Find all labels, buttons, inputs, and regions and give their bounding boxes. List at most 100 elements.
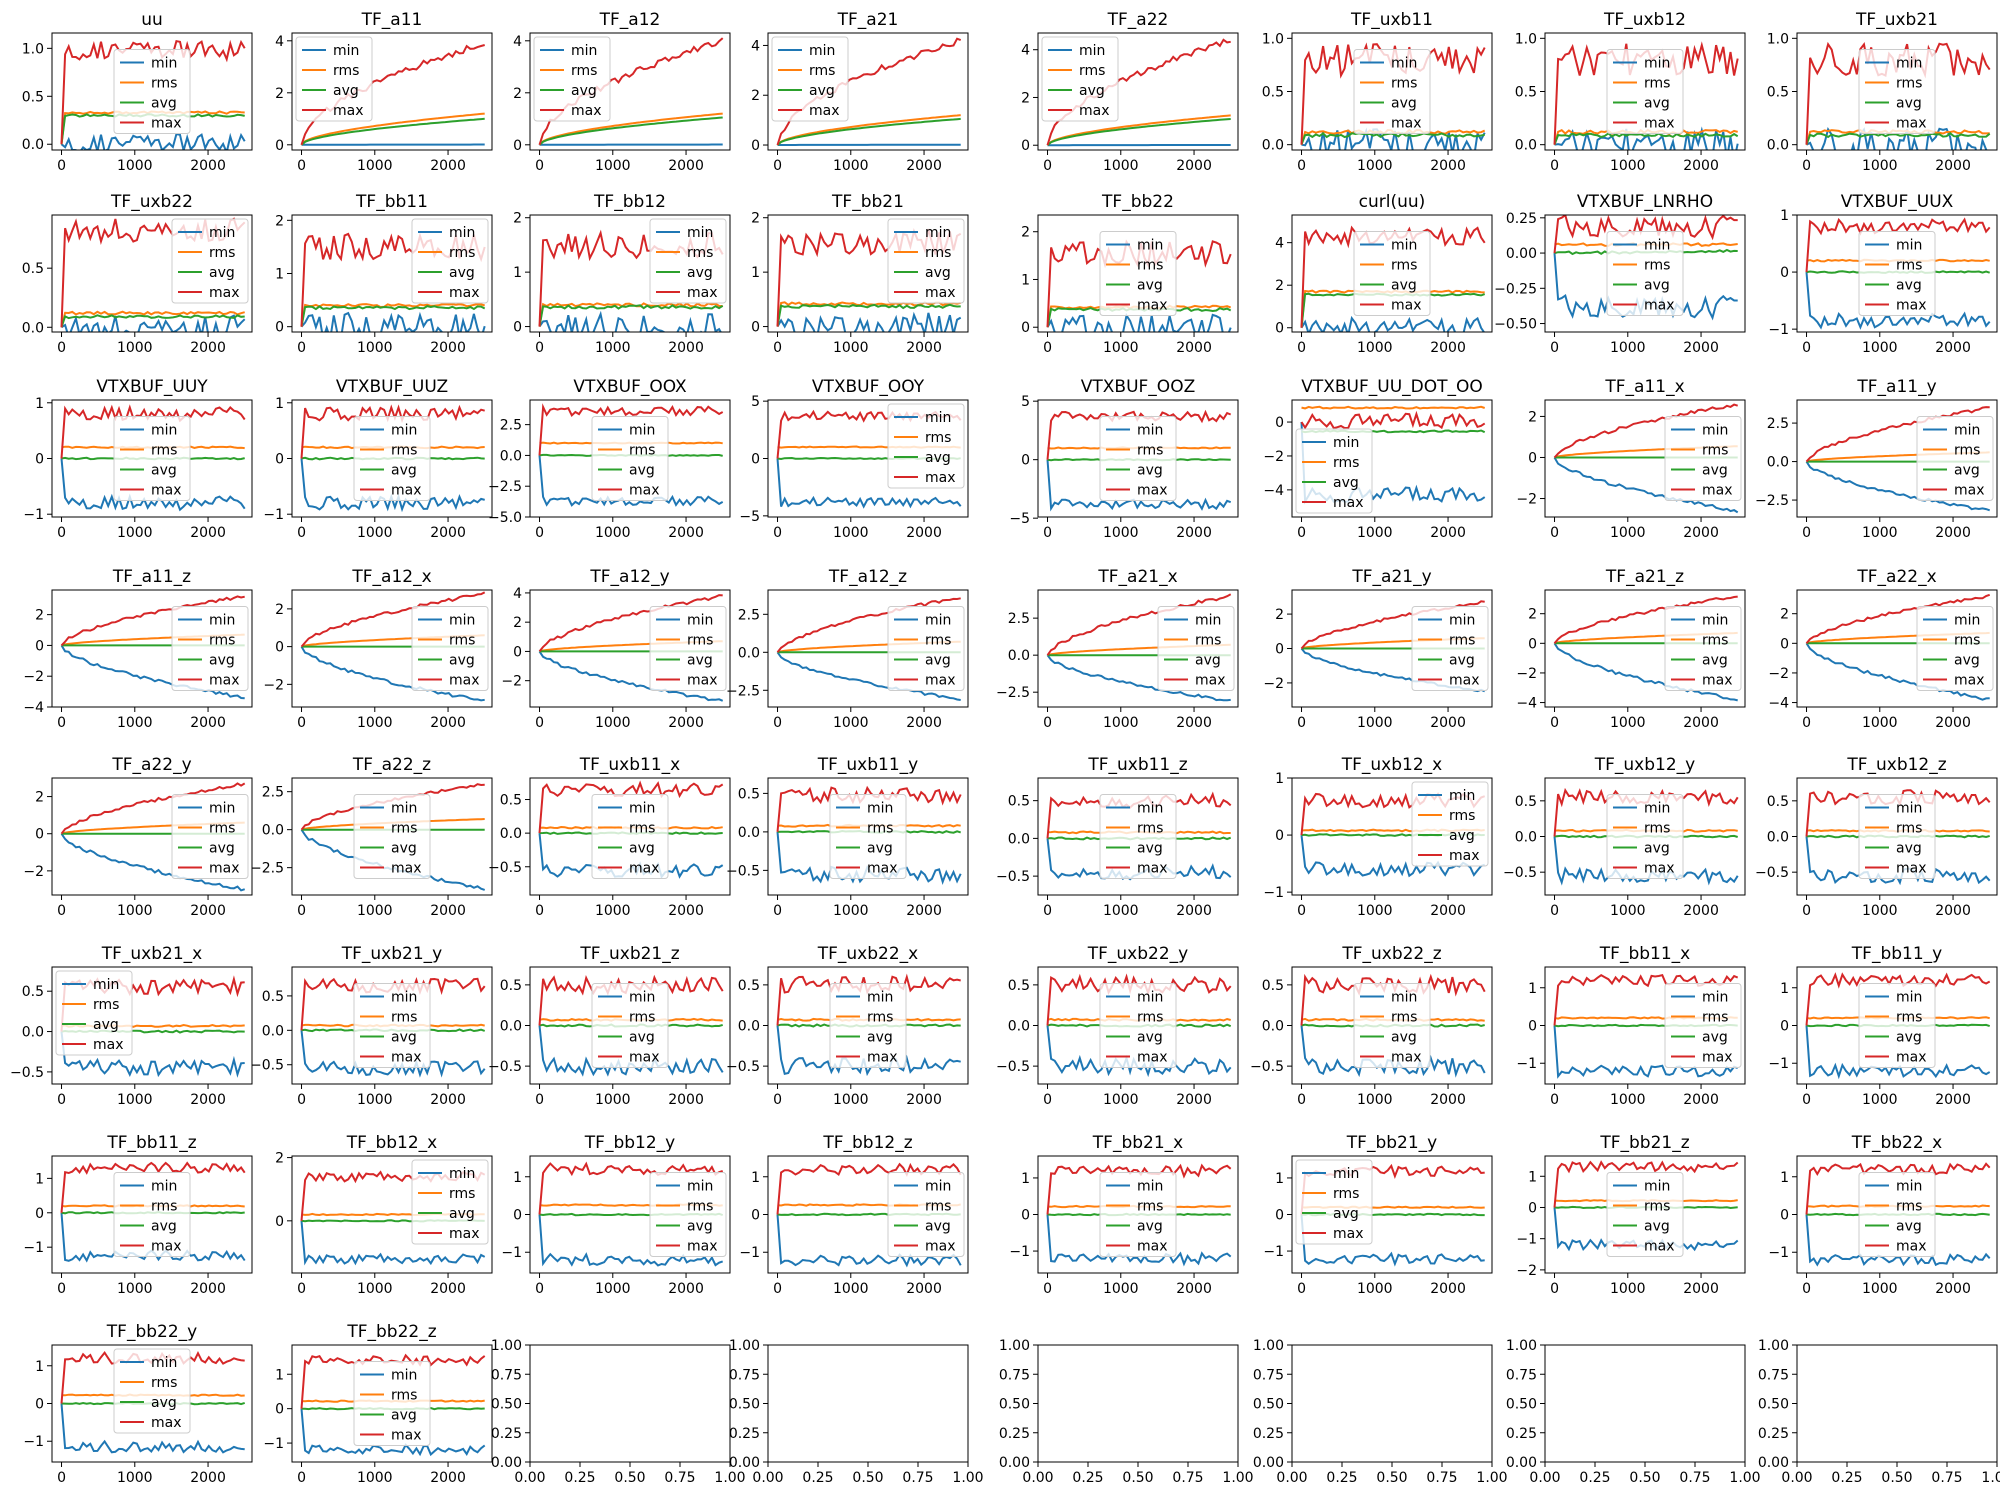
x-tick-label: 0 xyxy=(1550,340,1559,356)
x-tick-label: 0 xyxy=(1297,1281,1306,1297)
legend-label-min: min xyxy=(687,613,713,629)
legend-label-rms: rms xyxy=(391,1010,417,1026)
legend-label-avg: avg xyxy=(1702,463,1728,479)
x-tick-label: 1000 xyxy=(595,340,631,356)
legend: min rms avg max xyxy=(649,606,727,691)
legend-label-min: min xyxy=(629,801,655,817)
x-tick-label: 0 xyxy=(1550,1092,1559,1108)
x-tick-label: 2000 xyxy=(1430,715,1466,731)
series-max-line xyxy=(60,595,245,647)
x-tick-label: 0.25 xyxy=(1072,1470,1103,1486)
legend-box xyxy=(887,1172,965,1257)
series-min-line xyxy=(1300,834,1486,878)
legend-label-rms: rms xyxy=(571,63,597,79)
y-tick-label: 1 xyxy=(513,265,522,281)
legend: min rms avg max xyxy=(1606,794,1684,879)
x-tick-label: 1000 xyxy=(1357,903,1393,919)
legend-label-min: min xyxy=(391,801,417,817)
series-max-line xyxy=(1553,974,1739,1026)
subplot-title: TF_a11_x xyxy=(1604,377,1684,397)
series-min-line xyxy=(1301,127,1486,150)
legend-label-rms: rms xyxy=(209,245,235,261)
axes-frame xyxy=(1037,1344,1239,1463)
series-max-line xyxy=(60,782,246,835)
x-tick-label: 2000 xyxy=(1935,903,1971,919)
y-tick-label: 0.25 xyxy=(999,1426,1030,1442)
legend-label-min: min xyxy=(1896,56,1922,72)
series-rms-line xyxy=(60,310,245,328)
subplot-title: TF_a11_y xyxy=(1856,377,1936,397)
subplot-6: TF_uxb11 0 1000 2000 0.0 0.5 1.0 min rms avg max xyxy=(1262,10,1493,174)
x-tick-label: 0 xyxy=(1802,158,1811,174)
legend-label-min: min xyxy=(1644,238,1670,254)
legend-label-max: max xyxy=(333,103,364,119)
subplot-14: curl(uu) 0 1000 2000 0 2 4 min rms avg max xyxy=(1275,192,1493,356)
legend: min rms avg max xyxy=(1041,36,1119,122)
y-tick-label: 0 xyxy=(1275,321,1284,337)
y-tick-label: 0.0 xyxy=(1767,138,1789,154)
legend: min rms avg max xyxy=(1099,231,1177,316)
series-max-line xyxy=(776,1162,962,1215)
y-tick-label: 1 xyxy=(35,396,44,412)
x-tick-label: 1000 xyxy=(1357,1281,1393,1297)
x-tick-label: 0 xyxy=(535,158,544,174)
x-tick-label: 2000 xyxy=(668,715,704,731)
y-tick-label: 0.5 xyxy=(1262,978,1284,994)
legend-label-avg: avg xyxy=(151,1395,177,1411)
axes-frame xyxy=(291,777,493,896)
y-tick-label: 1.00 xyxy=(1253,1338,1284,1354)
legend-label-min: min xyxy=(1079,43,1105,59)
subplot-50: TF_bb12_x 0 1000 2000 0 2 min rms avg max xyxy=(275,1133,493,1297)
x-tick-label: 1000 xyxy=(1862,158,1898,174)
legend-label-min: min xyxy=(629,423,655,439)
x-tick-label: 1000 xyxy=(357,340,393,356)
y-tick-label: 0.5 xyxy=(738,786,760,802)
legend-box xyxy=(1606,49,1684,134)
x-tick-label: 1000 xyxy=(117,525,153,541)
legend-label-rms: rms xyxy=(1137,821,1163,837)
legend-label-min: min xyxy=(1391,238,1417,254)
subplot-51: TF_bb12_y 0 1000 2000 −1 0 1 min rms avg max xyxy=(501,1133,731,1297)
legend-label-avg: avg xyxy=(1896,96,1922,112)
y-tick-label: 0 xyxy=(35,638,44,654)
x-tick-label: 1000 xyxy=(357,158,393,174)
x-tick-label: 1000 xyxy=(1357,158,1393,174)
axes-frame xyxy=(51,214,253,333)
legend-label-avg: avg xyxy=(687,653,713,669)
series-min-line xyxy=(776,311,962,332)
series-min-line xyxy=(300,646,485,702)
legend: min rms avg max xyxy=(171,218,249,304)
legend: min rms avg max xyxy=(171,794,249,879)
y-tick-label: 0 xyxy=(1780,1208,1789,1224)
legend-label-avg: avg xyxy=(867,1030,893,1046)
subplot-title: TF_uxb12 xyxy=(1603,10,1686,30)
legend-label-min: min xyxy=(1333,435,1359,451)
y-tick-label: 0.5 xyxy=(22,261,44,277)
y-tick-label: 4 xyxy=(513,34,522,50)
series-max-line xyxy=(1553,595,1738,644)
y-tick-label: 0.0 xyxy=(22,320,44,336)
legend-label-min: min xyxy=(1137,1179,1163,1195)
legend-label-max: max xyxy=(629,1050,660,1066)
series-min-line xyxy=(538,650,724,702)
legend: min rms avg max xyxy=(1916,416,1994,501)
series-max-line xyxy=(1553,1160,1739,1208)
legend-label-min: min xyxy=(1391,990,1417,1006)
legend-label-rms: rms xyxy=(1137,1010,1163,1026)
subplot-title: VTXBUF_UU_DOT_OO xyxy=(1301,377,1483,397)
series-avg-line xyxy=(776,303,961,327)
subplot-title: TF_bb11_y xyxy=(1851,944,1942,964)
y-tick-label: 0 xyxy=(1528,636,1537,652)
legend-label-rms: rms xyxy=(1896,1010,1922,1026)
y-tick-label: −2.5 xyxy=(250,861,284,877)
legend-label-rms: rms xyxy=(1702,633,1728,649)
x-tick-label: 0 xyxy=(1802,525,1811,541)
subplot-title: VTXBUF_LNRHO xyxy=(1577,192,1713,212)
series-min-line xyxy=(300,1408,486,1457)
legend: min rms avg max xyxy=(353,416,431,501)
legend-label-avg: avg xyxy=(1644,841,1670,857)
x-tick-label: 0 xyxy=(297,1281,306,1297)
series-min-line xyxy=(60,644,245,700)
x-tick-label: 1000 xyxy=(1610,525,1646,541)
legend-box xyxy=(1606,1172,1684,1257)
